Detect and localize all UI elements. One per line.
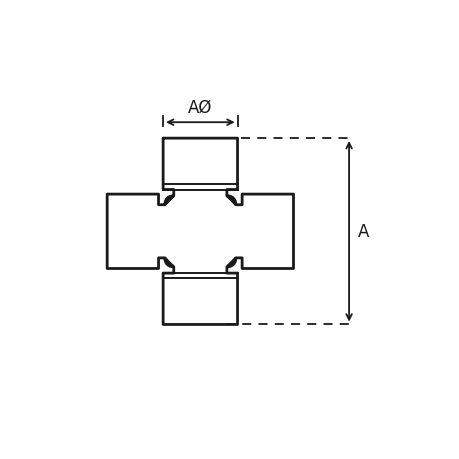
Text: AØ: AØ <box>188 99 212 117</box>
Polygon shape <box>107 139 293 325</box>
Text: A: A <box>357 223 369 241</box>
